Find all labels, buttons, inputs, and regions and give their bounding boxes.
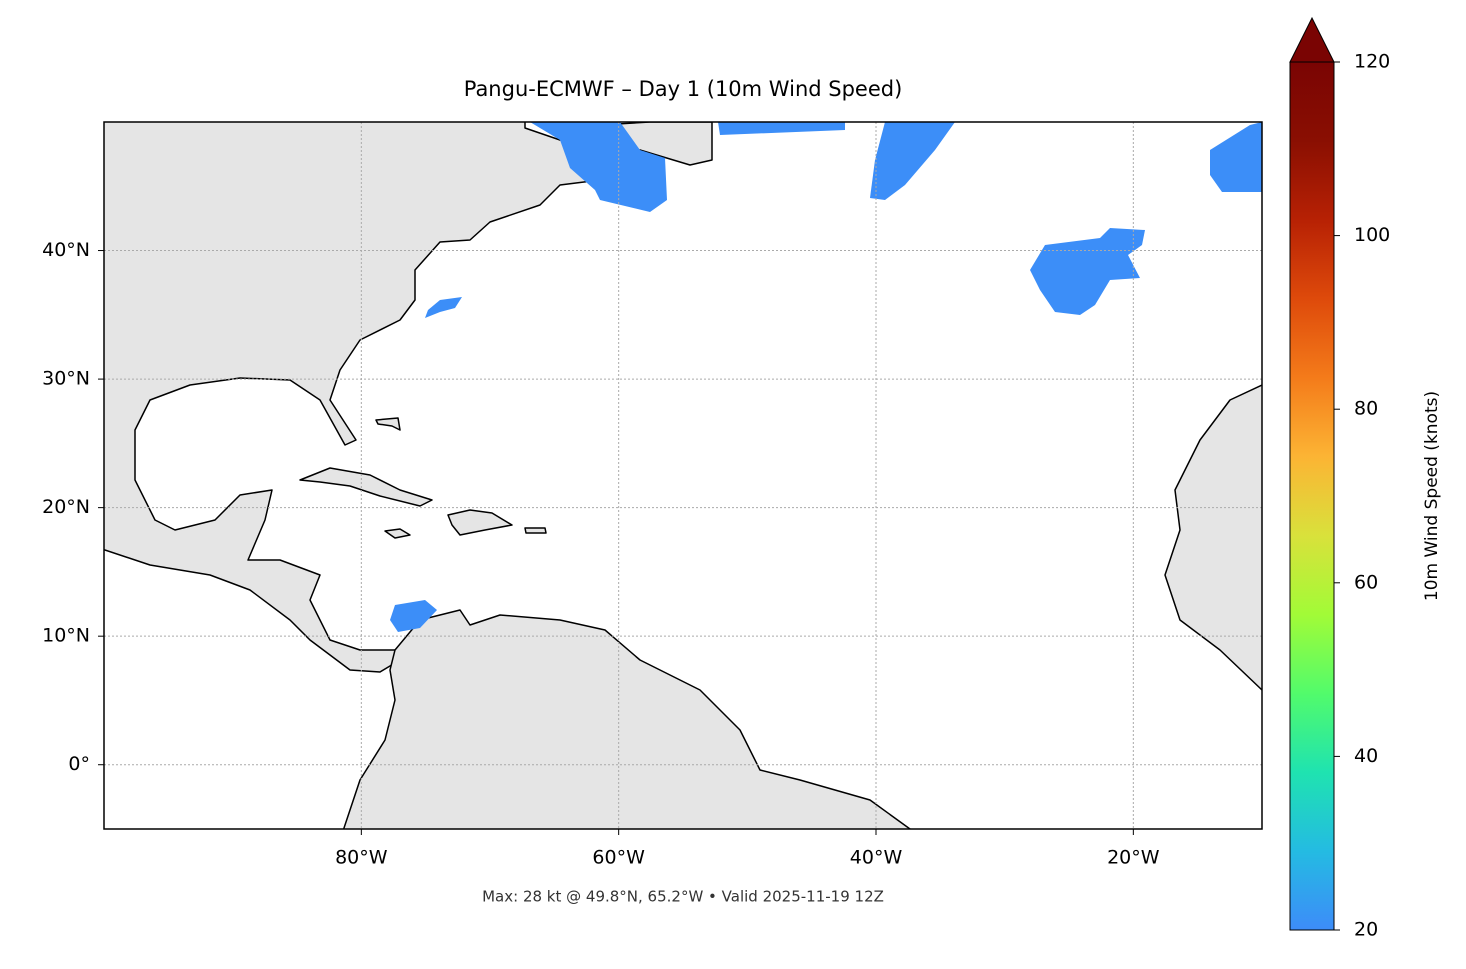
colorbar: 20 40 60 80 100 120 (1289, 16, 1390, 941)
wind-patch (530, 122, 667, 212)
south-america (342, 609, 912, 829)
wind-patch (718, 122, 845, 135)
map-layers (104, 122, 1262, 829)
grid (104, 122, 1262, 829)
y-tick-label: 20°N (42, 496, 90, 518)
y-tick-label: 40°N (42, 239, 90, 261)
x-tick-label: 20°W (1107, 847, 1160, 869)
colorbar-frame (1289, 61, 1335, 931)
cuba (299, 467, 433, 507)
x-tick-label: 80°W (335, 847, 388, 869)
colorbar-fill (1290, 62, 1334, 930)
africa (1164, 384, 1262, 691)
wind-patch (1210, 122, 1262, 192)
footer: Max: 28 kt @ 49.8°N, 65.2°W • Valid 2025… (482, 888, 884, 906)
wind-patch (425, 297, 462, 318)
puerto-rico (524, 527, 547, 534)
y-tick-label: 0° (68, 753, 90, 775)
colorbar-tick-label: 60 (1354, 571, 1378, 593)
colorbar-tick-label: 120 (1354, 51, 1390, 73)
chart-title: Pangu-ECMWF – Day 1 (10m Wind Speed) (464, 77, 903, 101)
bahamas (375, 417, 401, 431)
wind-patch (870, 122, 955, 200)
x-tick-label: 60°W (592, 847, 645, 869)
wind-patch (1030, 228, 1145, 315)
y-tick-label: 10°N (42, 625, 90, 647)
map-frame (103, 121, 1263, 830)
wind-patch (390, 600, 437, 632)
y-tick-label: 30°N (42, 368, 90, 390)
colorbar-tick-label: 100 (1354, 224, 1390, 246)
jamaica (384, 528, 411, 539)
colorbar-tick-label: 80 (1354, 398, 1378, 420)
colorbar-extend (1289, 16, 1335, 63)
x-tick-label: 40°W (850, 847, 903, 869)
colorbar-label: 10m Wind Speed (knots) (1422, 391, 1442, 601)
hispaniola (447, 509, 513, 536)
colorbar-tick-label: 40 (1354, 745, 1378, 767)
colorbar-tick-label: 20 (1354, 919, 1378, 941)
